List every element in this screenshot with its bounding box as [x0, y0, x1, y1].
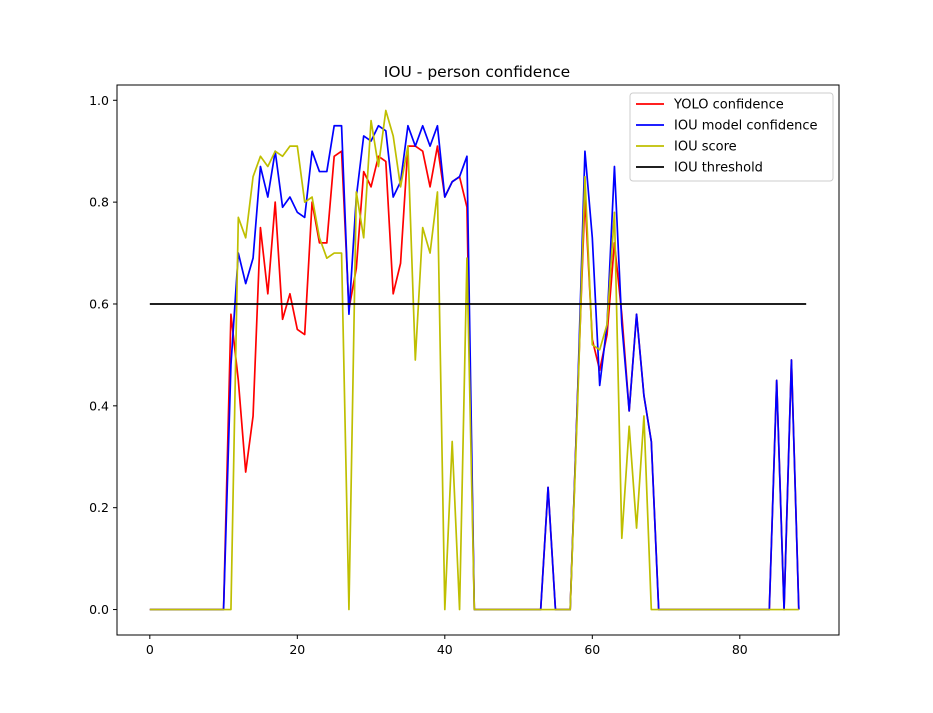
x-tick-label: 80	[732, 642, 748, 657]
legend-box	[629, 92, 834, 182]
legend-label-3: IOU score	[674, 140, 737, 155]
x-tick-label: 40	[437, 642, 453, 657]
x-tick-label: 0	[146, 642, 154, 657]
legend: YOLO confidence IOU model confidence IOU s…	[629, 92, 834, 182]
y-tick-label: 0.8	[89, 195, 109, 210]
series-line-3	[149, 109, 799, 611]
y-tick-label: 0.6	[89, 296, 109, 311]
plot-frame	[116, 84, 840, 636]
y-tick-label: 0.0	[89, 602, 109, 617]
y-tick-label: 0.4	[89, 398, 109, 413]
legend-label-1: YOLO confidence	[673, 98, 784, 113]
y-axis: 0.0 0.2 0.4 0.6 0.8 1.0	[89, 93, 117, 617]
x-axis: 0 20 40 60 80	[146, 635, 748, 657]
series-lines	[149, 109, 807, 611]
x-tick-label: 60	[584, 642, 600, 657]
y-tick-label: 1.0	[89, 93, 109, 108]
chart-title: IOU - person confidence	[384, 63, 570, 81]
y-tick-label: 0.2	[89, 500, 109, 515]
x-tick-label: 20	[289, 642, 305, 657]
legend-label-2: IOU model confidence	[674, 119, 818, 134]
legend-label-4: IOU threshold	[674, 161, 763, 176]
